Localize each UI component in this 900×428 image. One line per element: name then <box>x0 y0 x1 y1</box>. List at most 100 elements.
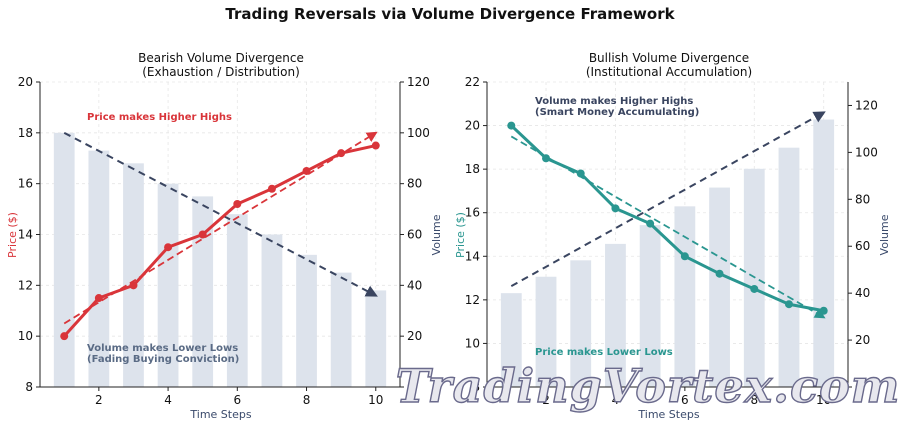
volume-annotation-line1: Volume makes Higher Highs <box>535 96 693 107</box>
y-tick-label-left: 12 <box>18 278 33 292</box>
y-axis-label-right: Volume <box>430 214 443 255</box>
x-tick-label: 6 <box>233 393 241 407</box>
volume-bar <box>813 119 835 388</box>
price-point <box>129 281 138 290</box>
x-tick-label: 8 <box>750 393 758 407</box>
volume-annotation-line1: Volume makes Lower Lows <box>87 343 238 354</box>
y-tick-label-right: 120 <box>855 98 878 112</box>
y-tick-label-left: 16 <box>465 206 480 220</box>
figure-title: Trading Reversals via Volume Divergence … <box>225 5 675 23</box>
volume-bar <box>500 293 522 387</box>
price-point <box>680 252 689 261</box>
y-tick-label-right: 100 <box>855 145 878 159</box>
y-tick-label-right: 0 <box>855 380 863 394</box>
x-tick-label: 2 <box>95 393 103 407</box>
price-annotation: Price makes Lower Lows <box>535 347 673 358</box>
price-point <box>60 332 69 341</box>
x-tick-label: 2 <box>542 393 550 407</box>
y-tick-label-left: 22 <box>465 75 480 89</box>
y-tick-label-right: 80 <box>855 192 870 206</box>
price-point <box>611 204 620 213</box>
y-tick-label-left: 10 <box>465 336 480 350</box>
y-tick-label-right: 20 <box>407 329 422 343</box>
volume-bar <box>53 132 75 387</box>
volume-bar <box>261 234 283 387</box>
x-tick-label: 4 <box>164 393 172 407</box>
volume-annotation-line2: (Smart Money Accumulating) <box>535 107 699 118</box>
y-tick-label-left: 14 <box>18 228 33 242</box>
price-point <box>542 154 551 163</box>
y-tick-label-left: 20 <box>18 75 33 89</box>
price-point <box>267 184 276 193</box>
volume-bar <box>296 254 317 387</box>
price-point <box>337 149 346 158</box>
y-tick-label-left: 8 <box>25 380 33 394</box>
watermark-logo: TradingVortex.com <box>396 359 900 413</box>
y-tick-label-right: 60 <box>407 228 422 242</box>
volume-trend-arrow <box>510 111 826 287</box>
volume-bar <box>88 150 110 387</box>
y-tick-label-right: 60 <box>855 239 870 253</box>
chart-title: Bearish Volume Divergence <box>138 51 304 65</box>
y-axis-label-right: Volume <box>878 214 891 255</box>
volume-bar <box>709 187 730 387</box>
price-point <box>302 166 311 175</box>
tick-labels: 2 4 6 8 10 8 10 12 14 16 18 20 0 20 40 60 80 100 120 <box>18 75 430 407</box>
volume-bar <box>605 243 626 387</box>
y-tick-label-right: 40 <box>407 278 422 292</box>
y-tick-label-left: 18 <box>18 126 33 140</box>
volume-bar <box>330 272 352 387</box>
volume-bar <box>226 214 248 387</box>
price-point <box>198 230 207 239</box>
price-point <box>94 294 103 303</box>
trend-lines <box>60 131 380 341</box>
y-tick-label-left: 8 <box>472 380 480 394</box>
volume-trend-arrow <box>63 131 378 297</box>
x-tick-label: 10 <box>368 393 383 407</box>
volume-bars <box>53 132 387 387</box>
bullish-divergence-chart: Bullish Volume Divergence (Institutional… <box>454 51 891 421</box>
axes <box>483 81 852 391</box>
y-axis-label-left: Price ($) <box>6 212 19 258</box>
volume-annotation-line2: (Fading Buying Conviction) <box>87 354 239 365</box>
volume-bar <box>123 163 144 387</box>
y-tick-label-left: 18 <box>465 162 480 176</box>
x-axis-label: Time Steps <box>637 408 699 421</box>
y-tick-label-right: 80 <box>407 177 422 191</box>
y-axis-label-left: Price ($) <box>454 212 467 258</box>
chart-title: Bullish Volume Divergence <box>589 51 749 65</box>
chart-subtitle: (Institutional Accumulation) <box>586 65 752 79</box>
volume-bar <box>157 183 179 387</box>
y-tick-label-left: 12 <box>465 293 480 307</box>
price-point <box>646 219 655 228</box>
volume-bar <box>192 196 214 387</box>
y-tick-label-left: 14 <box>465 249 480 263</box>
bearish-divergence-chart: Bearish Volume Divergence (Exhaustion / … <box>6 51 443 421</box>
volume-bar <box>570 260 592 387</box>
x-axis-label: Time Steps <box>189 408 251 421</box>
price-point <box>507 121 516 130</box>
x-tick-label: 10 <box>816 393 831 407</box>
y-tick-label-right: 40 <box>855 286 870 300</box>
y-tick-label-right: 0 <box>407 380 415 394</box>
y-tick-label-right: 20 <box>855 333 870 347</box>
x-tick-label: 6 <box>681 393 689 407</box>
price-point <box>750 284 759 293</box>
volume-bar <box>535 276 557 387</box>
price-point <box>819 306 828 315</box>
y-tick-label-right: 100 <box>407 126 430 140</box>
volume-bar <box>365 290 387 387</box>
trend-lines <box>507 111 828 319</box>
chart-subtitle: (Exhaustion / Distribution) <box>142 65 300 79</box>
price-annotation: Price makes Higher Highs <box>87 112 232 123</box>
price-line <box>63 144 377 338</box>
volume-bar <box>778 147 800 387</box>
y-tick-label-left: 10 <box>18 329 33 343</box>
price-point <box>576 169 585 178</box>
volume-bar <box>639 225 661 387</box>
axes <box>36 81 404 391</box>
price-point <box>164 243 173 252</box>
y-tick-label-left: 16 <box>18 177 33 191</box>
price-point <box>784 300 793 309</box>
